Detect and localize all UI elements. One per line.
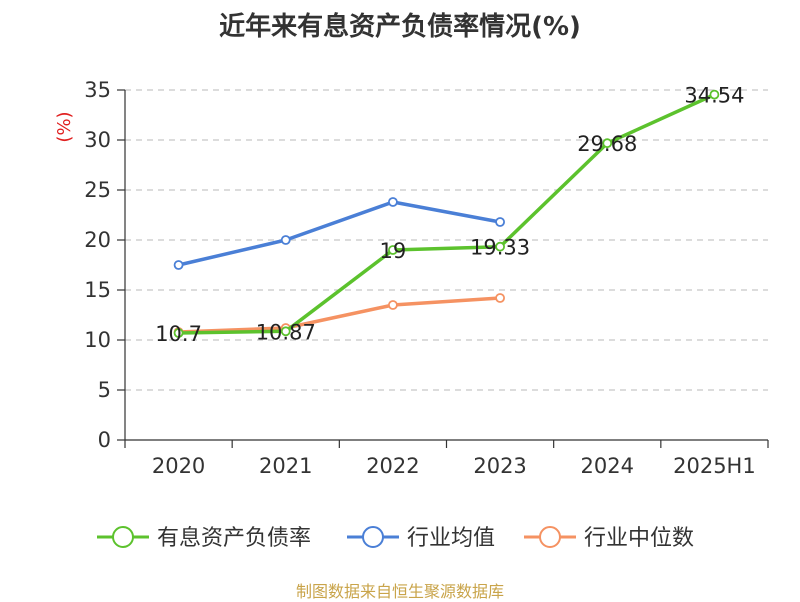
- y-tick-label: 5: [98, 378, 111, 402]
- data-point: [388, 245, 398, 255]
- y-tick-label: 15: [84, 278, 111, 302]
- y-axis-label: (%): [54, 111, 75, 142]
- data-label: 19: [380, 239, 407, 263]
- data-point: [495, 217, 505, 227]
- axes: 0 5 10 15 20 25 30 35 2020 2021 2022 2023 2024 2025H1…: [54, 78, 769, 478]
- legend-marker: [362, 526, 384, 548]
- x-tick-label: 2020: [152, 454, 205, 478]
- x-tick-label: 2022: [366, 454, 419, 478]
- data-point: [280, 235, 291, 245]
- data-label: 19.33: [470, 236, 530, 260]
- chart-title: 近年来有息资产负债率情况(%): [219, 12, 581, 42]
- series-line-2: [178, 296, 501, 334]
- series-lines: [173, 89, 720, 338]
- legend-label: 有息资产负债率: [157, 526, 311, 551]
- data-point: [173, 260, 184, 270]
- legend-label: 行业中位数: [584, 526, 694, 551]
- data-point: [173, 328, 184, 338]
- x-tick-label: 2021: [259, 454, 312, 478]
- data-point: [280, 326, 291, 337]
- data-label: 10.7: [155, 322, 202, 346]
- y-tick-label: 20: [84, 228, 111, 252]
- data-point: [602, 138, 613, 149]
- gridlines: [125, 89, 768, 391]
- source-note: 制图数据来自恒生聚源数据库: [295, 582, 504, 601]
- data-label: 10.87: [256, 320, 316, 344]
- legend: 有息资产负债率 行业均值 行业中位数: [97, 526, 694, 551]
- series-line-0: [178, 93, 716, 335]
- x-tick-label: 2025H1: [673, 454, 756, 478]
- series-line-1: [178, 200, 501, 267]
- data-point: [495, 293, 505, 303]
- y-tick-label: 35: [84, 78, 111, 102]
- data-label: 34.54: [684, 84, 744, 108]
- data-point: [388, 197, 398, 207]
- data-point: [709, 89, 720, 100]
- y-tick-label: 0: [98, 428, 111, 452]
- legend-label: 行业均值: [407, 526, 495, 551]
- data-point: [495, 241, 505, 252]
- y-tick-label: 30: [84, 128, 111, 152]
- legend-marker: [539, 526, 561, 548]
- legend-marker: [112, 526, 134, 548]
- data-point: [388, 300, 398, 310]
- x-tick-label: 2024: [581, 454, 634, 478]
- x-tick-label: 2023: [473, 454, 526, 478]
- data-labels: 10.7 10.87 19 19.33 29.68 34.54: [155, 84, 744, 346]
- y-tick-label: 10: [84, 328, 111, 352]
- y-tick-label: 25: [84, 178, 111, 202]
- data-label: 29.68: [577, 132, 637, 156]
